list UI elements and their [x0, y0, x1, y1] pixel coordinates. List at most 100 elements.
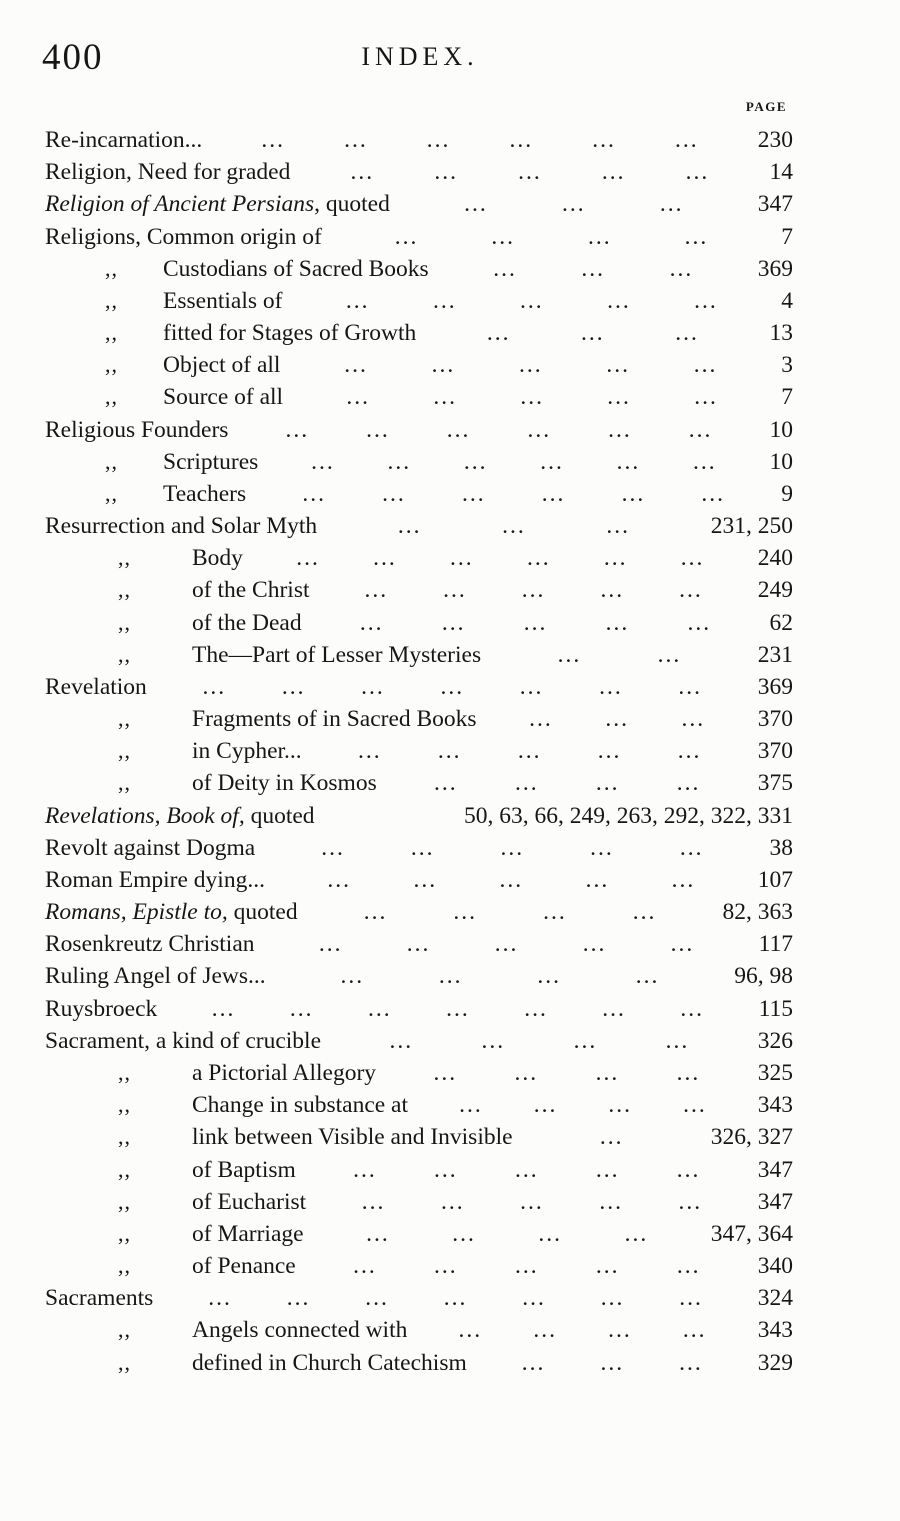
- leader-dot-group: ...: [387, 448, 412, 475]
- leader-dot-group: ...: [599, 1188, 623, 1215]
- leader-dot-group: ...: [606, 513, 631, 540]
- index-entry: ,, of Eucharist............... 347: [45, 1186, 793, 1218]
- entry-page-number: 7: [781, 384, 793, 411]
- leader-dot-group: ...: [605, 706, 629, 733]
- leader-dot-group: ...: [621, 480, 646, 507]
- ditto-mark: ,,: [118, 1188, 131, 1214]
- dot-leader: .........: [477, 703, 758, 735]
- leader-dot-group: ...: [521, 1349, 546, 1376]
- leader-dot-group: ...: [327, 866, 352, 893]
- entry-page-number: 326: [757, 1027, 793, 1054]
- index-entry: Religions, Common origin of............ 7: [45, 221, 793, 253]
- index-entry: Ruling Angel of Jews............... 96, 9…: [45, 960, 793, 992]
- leader-dot-group: ...: [675, 320, 699, 347]
- entry-label: of Penance: [192, 1250, 296, 1282]
- entry-label: Rosenkreutz Christian: [45, 928, 255, 960]
- entry-label: Re-incarnation...: [45, 124, 202, 156]
- entry-page-number: 14: [769, 159, 794, 186]
- leader-dot-group: ...: [680, 545, 705, 572]
- leader-dot-group: ...: [674, 127, 699, 153]
- entry-label: of Eucharist: [192, 1186, 306, 1218]
- dot-leader: ...............: [296, 1154, 758, 1186]
- leader-dot-group: ...: [453, 899, 477, 926]
- entry-label-segment: Fragments of in Sacred Books: [192, 706, 477, 733]
- index-entry: ,, fitted for Stages of Growth......... 13: [45, 317, 793, 349]
- entry-page-number: 107: [757, 866, 793, 893]
- leader-dot-group: ...: [502, 513, 526, 540]
- running-head-title: INDEX.: [361, 42, 479, 71]
- entry-label-segment: of Marriage: [192, 1220, 304, 1247]
- leader-dot-group: ...: [340, 963, 365, 990]
- dot-leader: ...............: [290, 156, 769, 188]
- leader-dot-group: ...: [608, 1317, 632, 1344]
- entry-page-number: 115: [758, 995, 793, 1022]
- leader-dot-group: ...: [600, 577, 625, 604]
- leader-dot-group: ...: [344, 352, 368, 379]
- entry-label: Sacrament, a kind of crucible: [45, 1025, 321, 1057]
- leader-dot-group: ...: [366, 416, 390, 443]
- leader-dot-group: ...: [693, 352, 718, 379]
- entry-label: of Marriage: [192, 1218, 304, 1250]
- leader-dot-group: ...: [543, 899, 567, 926]
- entry-label-segment: Ruling Angel of Jews...: [45, 963, 266, 990]
- index-entry: Religious Founders.................. 10: [45, 414, 793, 446]
- index-entry: Rosenkreutz Christian............... 117: [45, 928, 793, 960]
- leader-dot-group: ...: [693, 448, 717, 475]
- index-entry: Romans, Epistle to, quoted............ 82…: [45, 896, 793, 928]
- entry-label-segment: Essentials of: [163, 287, 283, 314]
- entry-page-number: 82, 363: [722, 899, 794, 926]
- leader-dot-group: ...: [679, 1349, 703, 1376]
- dot-leader: ............: [408, 1089, 758, 1121]
- entry-label: Fragments of in Sacred Books: [192, 703, 477, 735]
- leader-dot-group: ...: [373, 545, 397, 572]
- leader-dot-group: ...: [595, 1059, 620, 1086]
- leader-dot-group: ...: [540, 448, 564, 475]
- dot-leader: .........: [467, 1347, 758, 1379]
- entry-page-number: 329: [757, 1349, 793, 1376]
- leader-dot-group: ...: [679, 577, 703, 604]
- leader-dot-group: ...: [285, 416, 310, 443]
- dot-leader: .....................: [157, 993, 758, 1025]
- leader-dot-group: ...: [440, 1188, 465, 1215]
- entry-label: of the Christ: [192, 574, 310, 606]
- entry-label: Religious Founders: [45, 414, 228, 446]
- dot-leader: ............: [407, 1314, 757, 1346]
- entry-page-number: 369: [757, 255, 793, 282]
- leader-dot-group: ...: [603, 545, 628, 572]
- index-entry: ,, Body.................. 240: [45, 542, 793, 574]
- entry-label-segment: Religious Founders: [45, 416, 229, 443]
- dot-leader: ...............: [265, 864, 758, 896]
- entry-label: fitted for Stages of Growth: [163, 317, 416, 349]
- entry-label-segment: Ruysbroeck: [45, 995, 158, 1022]
- dot-leader: ...............: [255, 928, 759, 960]
- leader-dot-group: ...: [679, 834, 704, 861]
- index-entry: ,, link between Visible and Invisible... 3…: [45, 1121, 793, 1153]
- leader-dot-group: ...: [458, 1317, 483, 1344]
- leader-dot-group: ...: [443, 1285, 468, 1312]
- entry-label: defined in Church Catechism: [192, 1347, 467, 1379]
- dot-leader: ............: [304, 1218, 711, 1250]
- entry-label: Ruysbroeck: [45, 993, 157, 1025]
- leader-dot-group: ...: [357, 738, 382, 765]
- entry-page-number: 343: [757, 1092, 793, 1119]
- dot-leader: ..................: [243, 542, 758, 574]
- leader-dot-group: ...: [659, 191, 684, 218]
- leader-dot-group: ...: [493, 255, 517, 282]
- leader-dot-group: ...: [585, 866, 610, 893]
- leader-dot-group: ...: [557, 641, 582, 668]
- ditto-mark: ,,: [118, 706, 131, 732]
- dot-leader: ...............: [302, 735, 758, 767]
- entry-label-segment: defined in Church Catechism: [192, 1349, 467, 1376]
- leader-dot-group: ...: [581, 320, 605, 347]
- entry-label-segment: a Pictorial Allegory: [192, 1059, 377, 1086]
- entry-label-segment: Resurrection and Solar Myth: [45, 513, 318, 540]
- leader-dot-group: ...: [677, 738, 702, 765]
- leader-dot-group: ...: [657, 641, 682, 668]
- dot-leader: .........: [429, 253, 758, 285]
- entry-label-segment: Revolt against Dogma: [45, 834, 256, 861]
- leader-dot-group: ...: [446, 416, 471, 443]
- dot-leader: ..................: [258, 446, 769, 478]
- leader-dot-group: ...: [486, 320, 511, 347]
- leader-dot-group: ...: [676, 1059, 701, 1086]
- entry-page-number: 347: [757, 1156, 793, 1183]
